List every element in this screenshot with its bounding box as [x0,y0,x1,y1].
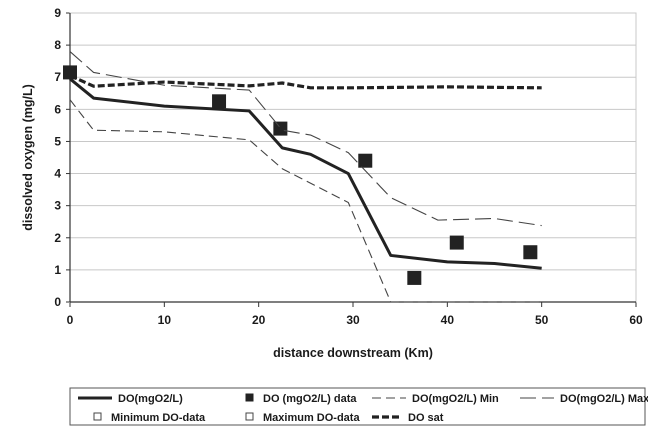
legend-label-do-mgo2-l-max: DO(mgO2/L) Max [560,393,648,405]
data-point-do-mgo2-l-data [273,121,288,136]
tick-labels: 0 1 2 3 4 5 6 7 8 9 0 10 20 30 40 50 60 [54,6,643,327]
x-tick-label: 60 [629,313,643,327]
y-tick-label: 4 [54,167,61,181]
x-tick-label: 20 [252,313,266,327]
x-tick-label: 30 [346,313,360,327]
y-tick-label: 9 [54,6,61,20]
series-layer [63,51,542,303]
series-line-do-sat [69,74,542,90]
data-point-do-mgo2-l-data [358,153,373,168]
y-axis-label: dissolved oxygen (mg/L) [21,84,35,231]
x-tick-label: 40 [441,313,455,327]
x-tick-label: 0 [67,313,74,327]
y-tick-label: 1 [54,263,61,277]
y-tick-label: 5 [54,134,61,148]
y-tick-label: 7 [54,70,61,84]
x-tick-label: 50 [535,313,549,327]
y-tick-label: 0 [54,295,61,309]
legend-swatch-do-mgo2-l-data [245,393,254,402]
legend-swatch-minimum-do-data [93,412,102,421]
legend-label-do-mgo2-l-min: DO(mgO2/L) Min [412,393,499,405]
series-line-do-mgo2-l-max [69,51,542,227]
legend-label-do-mgo2-l: DO(mgO2/L) [118,393,183,405]
legend-label-do-mgo2-l-data: DO (mgO2/L) data [263,393,357,405]
legend-label-minimum-do-data: Minimum DO-data [111,412,206,424]
data-point-do-mgo2-l-data [212,94,227,109]
y-tick-label: 2 [54,231,61,245]
legend: DO(mgO2/L) DO (mgO2/L) data DO(mgO2/L) Min… [78,393,648,424]
y-tick-label: 8 [54,38,61,52]
x-axis-label: distance downstream (Km) [273,346,433,360]
legend-box [69,387,646,426]
data-point-do-mgo2-l-data [523,245,538,260]
data-point-do-mgo2-l-data [407,270,422,285]
series-line-do-mgo2-l [69,77,542,270]
data-point-do-mgo2-l-data [449,235,464,250]
series-line-do-mgo2-l-min [69,99,542,303]
y-tick-label: 6 [54,102,61,116]
axes [66,12,637,307]
x-tick-label: 10 [158,313,172,327]
legend-label-do-sat: DO sat [408,412,444,424]
y-tick-label: 3 [54,199,61,213]
legend-swatch-maximum-do-data [245,412,254,421]
legend-label-maximum-do-data: Maximum DO-data [263,412,360,424]
